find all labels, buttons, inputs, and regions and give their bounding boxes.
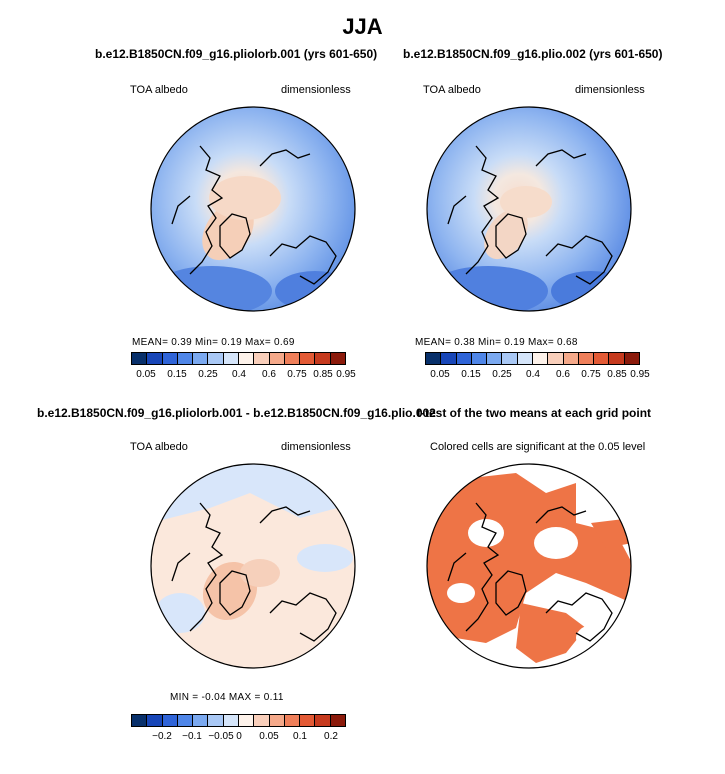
colorbar-tick-label: 0.15	[167, 369, 187, 380]
colorbar-swatch	[238, 715, 255, 726]
colorbar-swatch	[193, 715, 209, 726]
colorbar-swatch	[208, 353, 224, 364]
colorbar-swatch	[132, 353, 148, 364]
colorbar-swatch	[594, 353, 610, 364]
colorbar-swatch	[456, 353, 472, 364]
panel3-units-label: dimensionless	[281, 441, 351, 453]
colorbar-tick-label: 0.15	[461, 369, 481, 380]
colorbar-swatch	[441, 353, 457, 364]
colorbar-swatch	[300, 353, 316, 364]
colorbar-swatch	[132, 715, 148, 726]
panel2-title: b.e12.B1850CN.f09_g16.plio.002 (yrs 601-…	[403, 47, 663, 61]
panel1-units-label: dimensionless	[281, 84, 351, 96]
panel2-stats: MEAN= 0.38 Min= 0.19 Max= 0.68	[415, 337, 578, 348]
colorbar-swatch	[223, 715, 239, 726]
panel2-units-label: dimensionless	[575, 84, 645, 96]
colorbar-swatch	[502, 353, 518, 364]
panel3-variable-label: TOA albedo	[130, 441, 188, 453]
panel3-colorbar	[131, 714, 346, 727]
colorbar-swatch	[193, 353, 209, 364]
colorbar-swatch	[578, 353, 595, 364]
colorbar-tick-label: −0.05	[208, 731, 234, 742]
colorbar-tick-label: −0.2	[152, 731, 172, 742]
colorbar-swatch	[208, 715, 224, 726]
panel1-stats: MEAN= 0.39 Min= 0.19 Max= 0.69	[132, 337, 295, 348]
colorbar-tick-label: 0.6	[556, 369, 570, 380]
panel1-variable-label: TOA albedo	[130, 84, 188, 96]
panel1-title: b.e12.B1850CN.f09_g16.pliolorb.001 (yrs …	[95, 47, 378, 61]
colorbar-tick-label: 0.4	[232, 369, 246, 380]
colorbar-tick-label: 0	[236, 731, 242, 742]
panel4-polar-map	[426, 463, 632, 669]
panel3-title: b.e12.B1850CN.f09_g16.pliolorb.001 - b.e…	[37, 406, 436, 420]
colorbar-swatch	[330, 715, 345, 726]
colorbar-swatch	[532, 353, 549, 364]
colorbar-swatch	[624, 353, 639, 364]
colorbar-swatch	[238, 353, 255, 364]
colorbar-tick-label: 0.25	[198, 369, 218, 380]
colorbar-swatch	[147, 353, 163, 364]
colorbar-swatch	[147, 715, 163, 726]
colorbar-swatch	[284, 353, 301, 364]
colorbar-tick-label: 0.75	[581, 369, 601, 380]
panel2-colorbar	[425, 352, 640, 365]
colorbar-tick-label: 0.05	[136, 369, 156, 380]
colorbar-tick-label: 0.05	[259, 731, 279, 742]
colorbar-tick-label: 0.75	[287, 369, 307, 380]
panel2-colorbar-ticks: 0.05 0.15 0.25 0.4 0.6 0.75 0.85 0.95	[425, 369, 649, 381]
colorbar-swatch	[563, 353, 579, 364]
colorbar-tick-label: 0.6	[262, 369, 276, 380]
colorbar-swatch	[177, 715, 194, 726]
figure-title: JJA	[342, 14, 383, 39]
panel3-colorbar-ticks: −0.2 −0.1 −0.05 0 0.05 0.1 0.2	[131, 731, 346, 743]
panel1-colorbar	[131, 352, 346, 365]
panel2-variable-label: TOA albedo	[423, 84, 481, 96]
colorbar-tick-label: 0.85	[313, 369, 333, 380]
panel3-polar-map	[150, 463, 356, 669]
colorbar-tick-label: 0.1	[293, 731, 307, 742]
colorbar-tick-label: 0.95	[630, 369, 650, 380]
colorbar-swatch	[269, 353, 285, 364]
colorbar-tick-label: 0.05	[430, 369, 450, 380]
colorbar-tick-label: 0.95	[336, 369, 356, 380]
colorbar-swatch	[284, 715, 301, 726]
colorbar-swatch	[548, 353, 564, 364]
colorbar-swatch	[471, 353, 488, 364]
colorbar-swatch	[315, 353, 331, 364]
panel3-stats: MIN = -0.04 MAX = 0.11	[170, 692, 284, 703]
colorbar-swatch	[223, 353, 239, 364]
colorbar-swatch	[254, 353, 270, 364]
colorbar-swatch	[269, 715, 285, 726]
panel4-title: t-test of the two means at each grid poi…	[417, 406, 652, 420]
colorbar-tick-label: 0.2	[324, 731, 338, 742]
colorbar-tick-label: 0.25	[492, 369, 512, 380]
colorbar-swatch	[177, 353, 194, 364]
colorbar-swatch	[609, 353, 625, 364]
panel4-subtitle: Colored cells are significant at the 0.0…	[430, 441, 646, 453]
colorbar-tick-label: 0.4	[526, 369, 540, 380]
panel1-colorbar-ticks: 0.05 0.15 0.25 0.4 0.6 0.75 0.85 0.95	[131, 369, 355, 381]
panel1-polar-map	[150, 106, 356, 312]
panel2-polar-map	[426, 106, 632, 312]
colorbar-swatch	[162, 715, 178, 726]
colorbar-swatch	[426, 353, 442, 364]
colorbar-tick-label: 0.85	[607, 369, 627, 380]
colorbar-tick-label: −0.1	[182, 731, 202, 742]
colorbar-swatch	[315, 715, 331, 726]
colorbar-swatch	[162, 353, 178, 364]
colorbar-swatch	[517, 353, 533, 364]
colorbar-swatch	[330, 353, 345, 364]
colorbar-swatch	[300, 715, 316, 726]
colorbar-swatch	[254, 715, 270, 726]
colorbar-swatch	[487, 353, 503, 364]
